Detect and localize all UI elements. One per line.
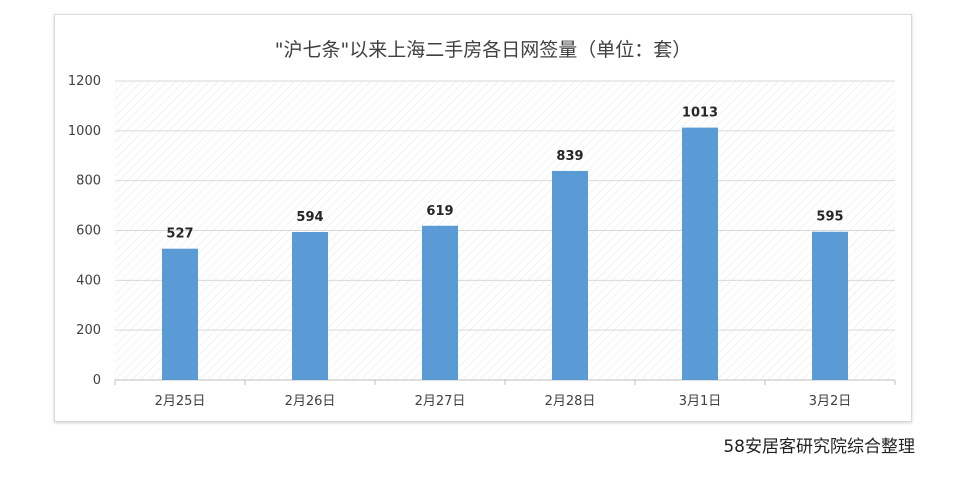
x-axis-tick-labels: 2月25日 2月26日 2月27日 2月28日 3月1日 3月2日 <box>155 394 852 409</box>
x-tick-label: 2月26日 <box>285 394 336 409</box>
x-tick-label: 2月27日 <box>415 394 466 409</box>
bar-value-label: 595 <box>816 210 843 225</box>
bar-value-label: 1013 <box>682 106 718 121</box>
chart-title: "沪七条"以来上海二手房各日网签量（单位：套） <box>274 39 692 61</box>
bar-value-label: 619 <box>426 204 453 219</box>
bar <box>552 170 588 380</box>
y-tick-label: 1200 <box>68 74 101 89</box>
source-note: 58安居客研究院综合整理 <box>723 437 915 457</box>
x-tick-label: 3月2日 <box>809 394 852 409</box>
y-tick-label: 400 <box>76 273 101 288</box>
x-tick-label: 3月1日 <box>679 394 722 409</box>
bar <box>682 127 718 380</box>
x-tick-label: 2月28日 <box>545 394 596 409</box>
data-labels: 527 594 619 839 1013 595 <box>166 106 843 242</box>
y-tick-label: 1000 <box>68 124 101 139</box>
x-axis <box>114 379 896 385</box>
bar-value-label: 839 <box>556 149 583 164</box>
chart-frame: "沪七条"以来上海二手房各日网签量（单位：套） 0 200 400 600 800 100… <box>54 14 912 422</box>
y-tick-label: 600 <box>76 224 101 239</box>
y-axis-tick-labels: 0 200 400 600 800 1000 1200 <box>68 74 101 388</box>
bar <box>292 231 328 380</box>
x-tick-label: 2月25日 <box>155 394 206 409</box>
y-tick-label: 800 <box>76 174 101 189</box>
bar <box>422 225 458 380</box>
gridlines <box>115 80 895 331</box>
y-tick-label: 200 <box>76 323 101 338</box>
bar-value-label: 527 <box>166 227 193 242</box>
bars <box>162 127 848 380</box>
bar <box>812 231 848 380</box>
bar <box>162 248 198 380</box>
y-tick-label: 0 <box>93 373 101 388</box>
bar-value-label: 594 <box>296 210 323 225</box>
bar-chart: 0 200 400 600 800 1000 1200 527 594 619 839 1013 59… <box>68 74 896 409</box>
